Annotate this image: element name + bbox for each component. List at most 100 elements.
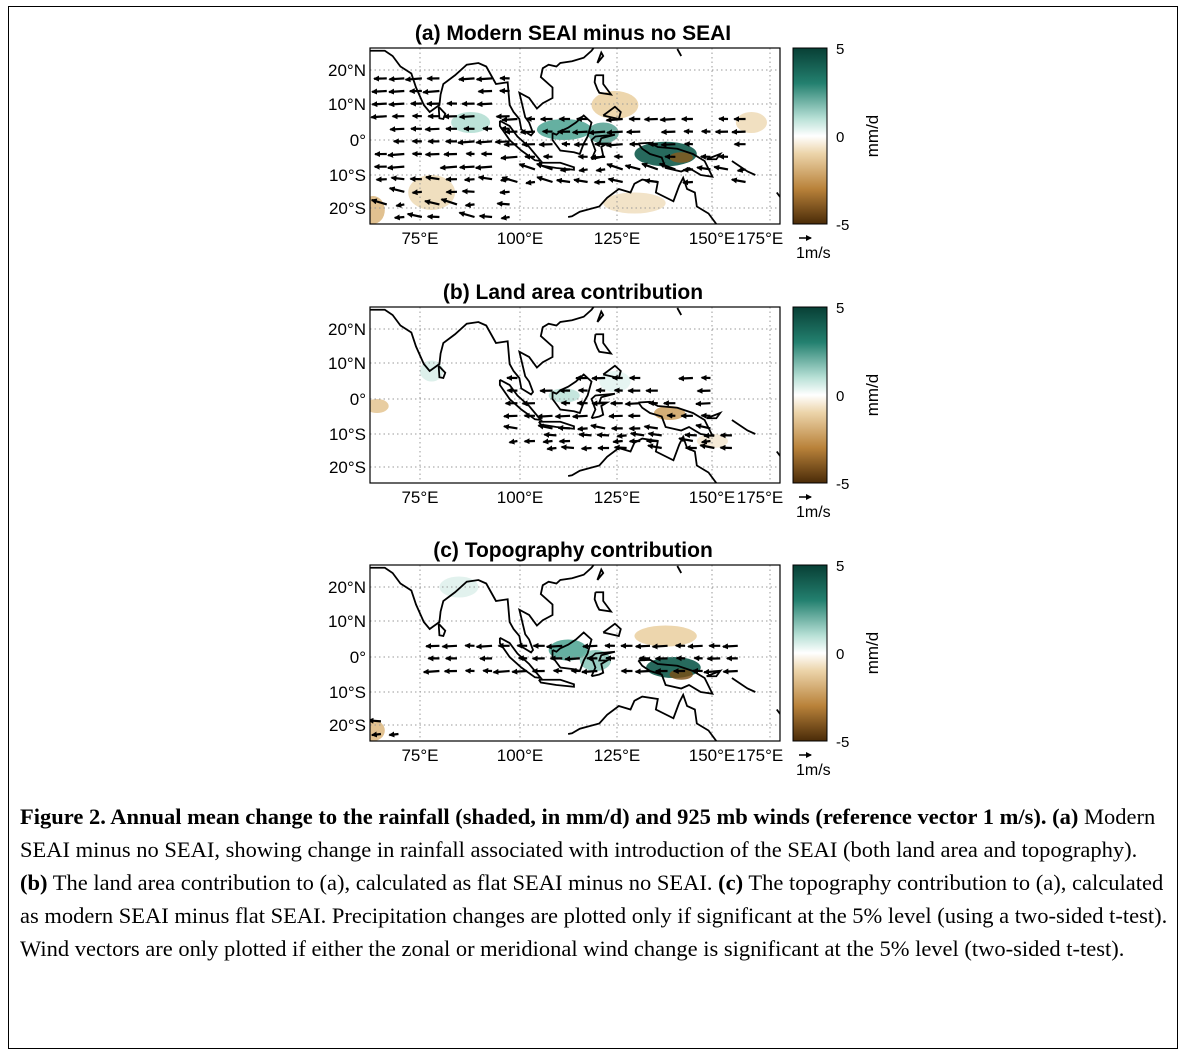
wind-vector	[422, 668, 440, 675]
wind-vector	[587, 129, 606, 136]
coastline	[602, 364, 622, 380]
wind-vector	[590, 154, 606, 161]
wind-vector	[634, 643, 651, 650]
wind-vector	[371, 101, 387, 108]
rainfall-shading	[548, 639, 588, 661]
wind-vector	[404, 76, 422, 83]
wind-vector	[545, 643, 563, 650]
caption-segment: The topography contribution to (a), calc…	[20, 870, 1168, 961]
wind-vector	[660, 141, 676, 148]
wind-vector	[500, 214, 510, 221]
wind-vector	[595, 166, 606, 173]
caption-segment: The land area contribution to (a), calcu…	[47, 870, 719, 895]
y-tick-label: 20°N	[328, 61, 366, 80]
x-tick-label: 175°E	[737, 229, 784, 248]
coastline	[676, 48, 683, 57]
wind-vector	[370, 113, 387, 120]
y-tick-label: 0°	[350, 648, 366, 667]
coastline	[370, 48, 595, 137]
wind-vector	[536, 413, 553, 420]
wind-vector	[457, 139, 475, 146]
reference-label: 1m/s	[796, 504, 831, 521]
wind-vector	[477, 88, 493, 95]
wind-vector	[560, 444, 575, 451]
wind-vector	[612, 438, 623, 445]
x-tick-label: 175°E	[737, 746, 784, 765]
wind-vector	[478, 213, 493, 220]
colorbar-tick-label: -5	[836, 217, 849, 234]
wind-vector	[564, 655, 580, 662]
wind-vector	[699, 443, 715, 450]
wind-vector	[501, 116, 518, 123]
coastline	[437, 365, 447, 380]
coastline	[593, 333, 614, 355]
wind-vector	[424, 126, 440, 133]
wind-vector	[542, 438, 553, 445]
panel-title: (b) Land area contribution	[443, 281, 703, 304]
wind-vector	[536, 175, 553, 184]
wind-vector	[356, 91, 370, 92]
x-tick-label: 150°E	[689, 488, 736, 507]
caption-segment: Figure 2. Annual mean change to the rain…	[20, 804, 1047, 829]
colorbar-tick-label: 5	[836, 41, 844, 58]
wind-vector	[580, 445, 592, 452]
wind-vector	[458, 164, 475, 171]
wind-vector	[535, 162, 553, 171]
panel-title: (a) Modern SEAI minus no SEAI	[415, 22, 731, 45]
colorbar	[792, 564, 828, 742]
coastline	[706, 411, 723, 420]
wind-vector	[386, 164, 405, 171]
wind-vector	[537, 423, 553, 430]
coastline	[538, 678, 575, 688]
reference-label: 1m/s	[796, 762, 831, 779]
wind-vector	[616, 432, 627, 439]
rainfall-shading	[439, 576, 479, 598]
wind-vector	[463, 176, 475, 183]
wind-vector	[458, 113, 475, 120]
wind-vector	[557, 425, 571, 432]
wind-vector	[641, 162, 659, 171]
colorbar-tick-label: 5	[836, 300, 844, 317]
rainfall-shading	[603, 192, 666, 214]
caption-segment: Modern SEAI minus no SEAI, showing chang…	[20, 804, 1156, 862]
reference-label: 1m/s	[796, 245, 831, 262]
wind-vector	[425, 174, 440, 181]
figure-caption: Figure 2. Annual mean change to the rain…	[20, 800, 1170, 965]
coastline	[593, 591, 614, 613]
colorbar-tick-label: -5	[836, 476, 849, 493]
wind-vector	[464, 201, 475, 208]
wind-vector	[440, 198, 458, 206]
y-tick-label: 20°S	[329, 716, 366, 735]
wind-vector	[475, 643, 493, 650]
wind-vector	[439, 164, 458, 171]
wind-vector	[474, 164, 493, 171]
y-tick-label: 0°	[350, 131, 366, 150]
rainfall-shading	[669, 152, 693, 163]
y-tick-label: 10°N	[328, 95, 366, 114]
wind-vector	[387, 151, 405, 158]
wind-vector	[476, 101, 493, 108]
coastline	[593, 74, 614, 96]
wind-vector	[634, 668, 651, 675]
wind-vector	[682, 179, 693, 186]
wind-vector	[678, 436, 694, 443]
wind-vector	[519, 129, 536, 136]
wind-vector	[605, 142, 623, 149]
wind-vector	[388, 186, 405, 193]
wind-vector	[682, 166, 694, 173]
figure-frame	[8, 6, 1178, 1049]
coastline	[602, 622, 622, 638]
wind-vector	[613, 444, 627, 451]
wind-vector	[606, 129, 623, 136]
wind-vector	[494, 138, 510, 145]
coastline	[731, 677, 756, 693]
y-tick-label: 10°N	[328, 354, 366, 373]
wind-vector	[684, 432, 697, 439]
x-tick-label: 125°E	[594, 488, 641, 507]
wind-vector	[389, 126, 405, 133]
wind-vector	[590, 423, 606, 430]
y-tick-label: 10°S	[329, 166, 366, 185]
x-tick-label: 75°E	[401, 488, 438, 507]
wind-vector	[578, 166, 588, 173]
axes-box	[369, 564, 781, 742]
